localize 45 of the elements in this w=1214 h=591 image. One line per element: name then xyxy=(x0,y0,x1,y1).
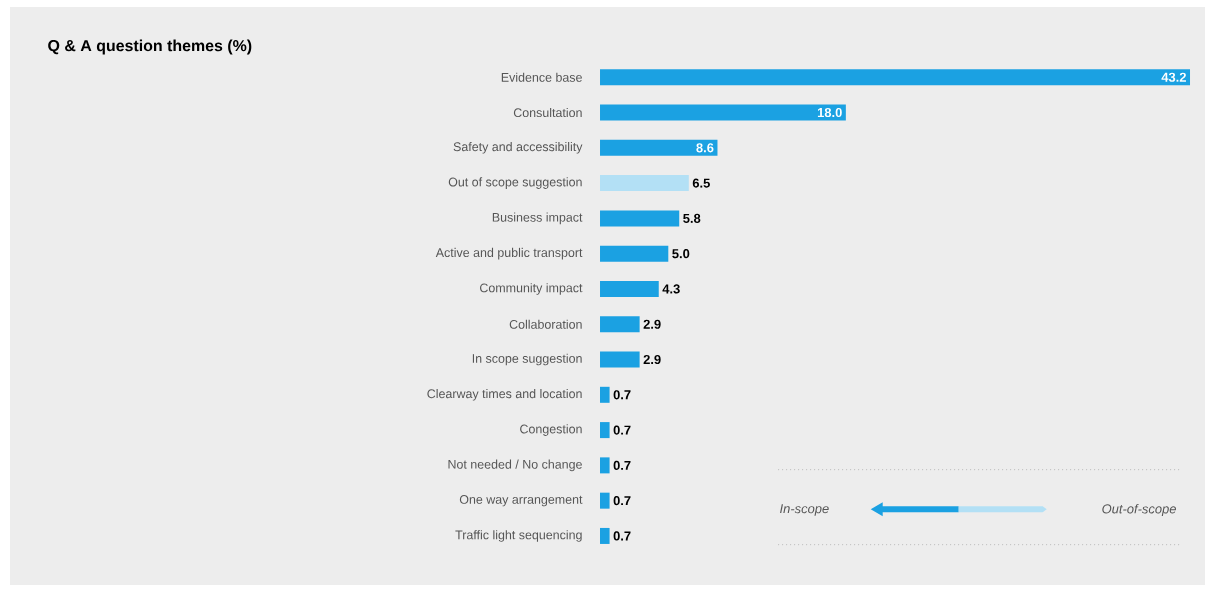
data-label: 0.7 xyxy=(613,390,631,400)
bar xyxy=(600,175,689,192)
data-label: 0.7 xyxy=(613,460,631,470)
data-label: 6.5 xyxy=(692,178,710,188)
data-label: 18.0 xyxy=(817,107,842,118)
y-tick-label: Clearway times and location xyxy=(427,388,582,401)
data-label: 2.9 xyxy=(643,319,661,329)
y-tick-label: Not needed / No change xyxy=(448,459,582,472)
bar xyxy=(600,104,846,121)
bar xyxy=(600,527,610,544)
data-label: 5.0 xyxy=(672,249,690,259)
bar xyxy=(600,351,640,368)
bar xyxy=(600,492,610,509)
bar xyxy=(600,245,669,262)
y-tick-label: In scope suggestion xyxy=(472,353,582,366)
bar xyxy=(600,69,1191,86)
data-label: 0.7 xyxy=(613,496,631,506)
y-tick-label: Safety and accessibility xyxy=(453,141,583,154)
data-label: 8.6 xyxy=(696,143,714,153)
bar xyxy=(600,386,610,403)
bar xyxy=(600,280,659,297)
bar xyxy=(600,457,610,474)
bar xyxy=(600,139,718,156)
y-tick-label: Congestion xyxy=(520,424,582,436)
y-tick-label: Consultation xyxy=(513,107,582,118)
data-label: 0.7 xyxy=(613,425,631,435)
y-tick-label: Out of scope suggestion xyxy=(448,177,582,189)
y-tick-label: Active and public transport xyxy=(435,247,583,260)
y-tick-label: Community impact xyxy=(480,283,583,295)
data-label: 5.8 xyxy=(683,213,701,223)
data-label: 0.7 xyxy=(613,531,631,541)
data-label: 2.9 xyxy=(643,354,661,365)
y-tick-label: Business impact xyxy=(492,212,583,225)
data-label: 43.2 xyxy=(1161,72,1186,82)
y-tick-label: One way arrangement xyxy=(459,495,583,507)
bar xyxy=(600,422,610,439)
bar xyxy=(600,210,680,227)
y-tick-label: Collaboration xyxy=(509,319,582,329)
text: Q & A question themes (%) xyxy=(48,39,252,55)
y-tick-label: Evidence base xyxy=(501,72,582,82)
bar xyxy=(600,316,640,333)
annotation: Out-of-scope xyxy=(1102,503,1176,517)
annotation: In-scope xyxy=(780,504,829,516)
y-tick-label: Traffic light sequencing xyxy=(455,530,582,542)
data-label: 4.3 xyxy=(662,284,680,294)
